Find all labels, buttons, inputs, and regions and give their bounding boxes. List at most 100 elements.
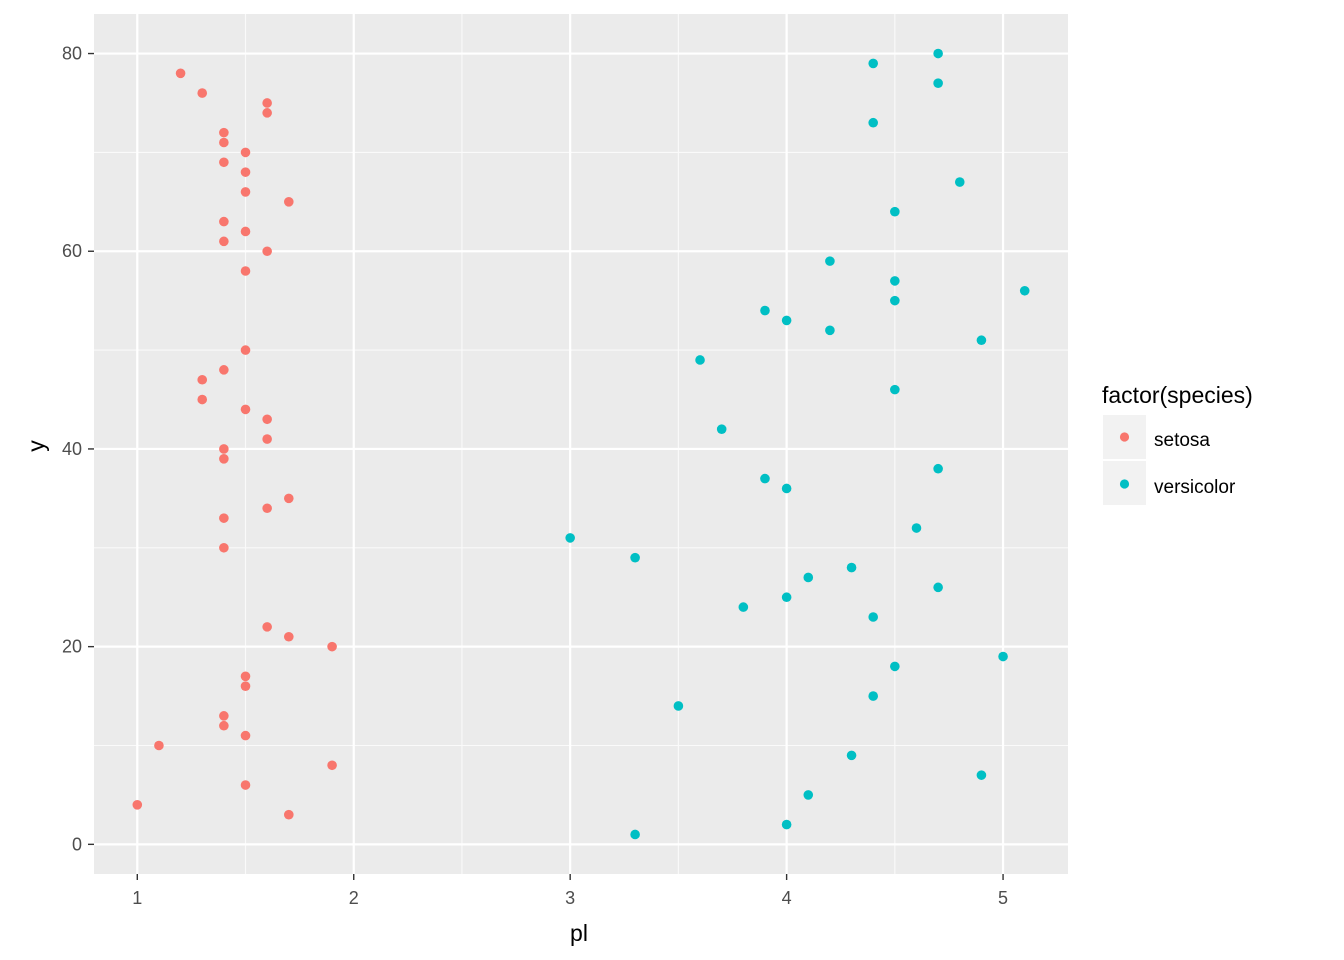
x-tick-label: 2 bbox=[349, 888, 359, 908]
point-versicolor bbox=[716, 424, 727, 434]
point-versicolor bbox=[673, 701, 684, 711]
y-tick-label: 0 bbox=[72, 834, 82, 854]
point-setosa bbox=[240, 404, 251, 415]
point-versicolor bbox=[1019, 285, 1030, 296]
point-versicolor bbox=[846, 750, 857, 761]
point-setosa bbox=[219, 720, 229, 731]
point-setosa bbox=[262, 503, 272, 514]
point-versicolor bbox=[998, 651, 1008, 662]
point-versicolor bbox=[933, 48, 943, 59]
legend-marker-setosa bbox=[1119, 432, 1130, 442]
point-setosa bbox=[262, 98, 272, 108]
point-setosa bbox=[219, 365, 229, 375]
point-versicolor bbox=[933, 582, 943, 593]
point-setosa bbox=[327, 641, 337, 652]
y-tick-label: 20 bbox=[62, 637, 82, 657]
point-versicolor bbox=[868, 58, 878, 69]
point-versicolor bbox=[976, 335, 987, 346]
x-tick-label: 5 bbox=[998, 888, 1008, 908]
legend: factor(species) setosa versicolor bbox=[1102, 382, 1253, 505]
x-axis: 1 2 3 4 5 bbox=[132, 874, 1008, 908]
point-setosa bbox=[154, 740, 164, 751]
point-setosa bbox=[327, 760, 337, 771]
point-setosa bbox=[262, 622, 272, 632]
point-versicolor bbox=[868, 691, 878, 701]
point-setosa bbox=[219, 216, 229, 227]
y-tick-label: 80 bbox=[62, 44, 82, 64]
point-setosa bbox=[240, 266, 251, 276]
y-tick-label: 40 bbox=[62, 439, 82, 459]
point-setosa bbox=[240, 226, 251, 237]
point-setosa bbox=[240, 345, 251, 355]
point-versicolor bbox=[868, 612, 878, 622]
point-setosa bbox=[284, 809, 294, 820]
point-versicolor bbox=[565, 533, 575, 543]
point-versicolor bbox=[781, 315, 792, 326]
point-versicolor bbox=[738, 602, 749, 612]
x-tick-label: 1 bbox=[132, 888, 142, 908]
point-setosa bbox=[219, 127, 229, 138]
point-setosa bbox=[197, 374, 208, 385]
point-setosa bbox=[240, 730, 251, 741]
point-versicolor bbox=[954, 177, 965, 187]
point-versicolor bbox=[890, 384, 900, 395]
point-versicolor bbox=[825, 325, 835, 336]
x-tick-label: 3 bbox=[565, 888, 575, 908]
y-axis: 0 20 40 60 80 bbox=[62, 44, 94, 854]
point-setosa bbox=[219, 454, 229, 464]
point-setosa bbox=[284, 493, 294, 504]
point-versicolor bbox=[760, 305, 770, 316]
point-versicolor bbox=[911, 523, 922, 533]
point-versicolor bbox=[803, 790, 814, 800]
point-setosa bbox=[240, 147, 251, 158]
point-versicolor bbox=[976, 770, 987, 780]
x-tick-label: 4 bbox=[782, 888, 792, 908]
point-setosa bbox=[262, 434, 272, 444]
point-setosa bbox=[240, 780, 251, 790]
point-versicolor bbox=[781, 483, 792, 494]
point-versicolor bbox=[781, 592, 792, 603]
point-setosa bbox=[284, 631, 294, 642]
point-versicolor bbox=[630, 552, 640, 563]
point-setosa bbox=[284, 197, 294, 207]
point-versicolor bbox=[933, 463, 943, 474]
legend-label-setosa: setosa bbox=[1154, 430, 1210, 451]
point-versicolor bbox=[890, 661, 900, 672]
point-setosa bbox=[262, 246, 272, 257]
point-versicolor bbox=[846, 562, 857, 573]
point-versicolor bbox=[890, 206, 900, 217]
point-setosa bbox=[175, 68, 186, 79]
plot-panel bbox=[94, 14, 1068, 874]
point-setosa bbox=[262, 414, 272, 425]
point-versicolor bbox=[695, 355, 705, 365]
point-versicolor bbox=[933, 78, 943, 88]
legend-title: factor(species) bbox=[1102, 382, 1253, 408]
data-points bbox=[132, 48, 1030, 840]
point-setosa bbox=[197, 88, 208, 98]
point-setosa bbox=[240, 167, 251, 177]
point-setosa bbox=[219, 711, 229, 721]
point-versicolor bbox=[803, 572, 814, 583]
point-versicolor bbox=[868, 117, 878, 128]
point-setosa bbox=[219, 137, 229, 148]
point-setosa bbox=[240, 681, 251, 691]
point-versicolor bbox=[890, 276, 900, 286]
point-setosa bbox=[197, 394, 208, 405]
point-versicolor bbox=[890, 295, 900, 306]
point-versicolor bbox=[825, 256, 835, 266]
x-axis-title: pl bbox=[570, 920, 588, 946]
y-tick-label: 60 bbox=[62, 241, 82, 261]
point-setosa bbox=[240, 187, 251, 197]
point-setosa bbox=[262, 108, 272, 118]
point-setosa bbox=[240, 671, 251, 682]
point-setosa bbox=[219, 236, 229, 247]
point-setosa bbox=[219, 542, 229, 553]
point-setosa bbox=[132, 800, 143, 810]
legend-label-versicolor: versicolor bbox=[1154, 477, 1236, 498]
point-setosa bbox=[219, 513, 229, 523]
minor-gridlines bbox=[94, 14, 1068, 874]
legend-marker-versicolor bbox=[1119, 479, 1130, 489]
point-versicolor bbox=[781, 819, 792, 830]
point-setosa bbox=[219, 444, 229, 454]
